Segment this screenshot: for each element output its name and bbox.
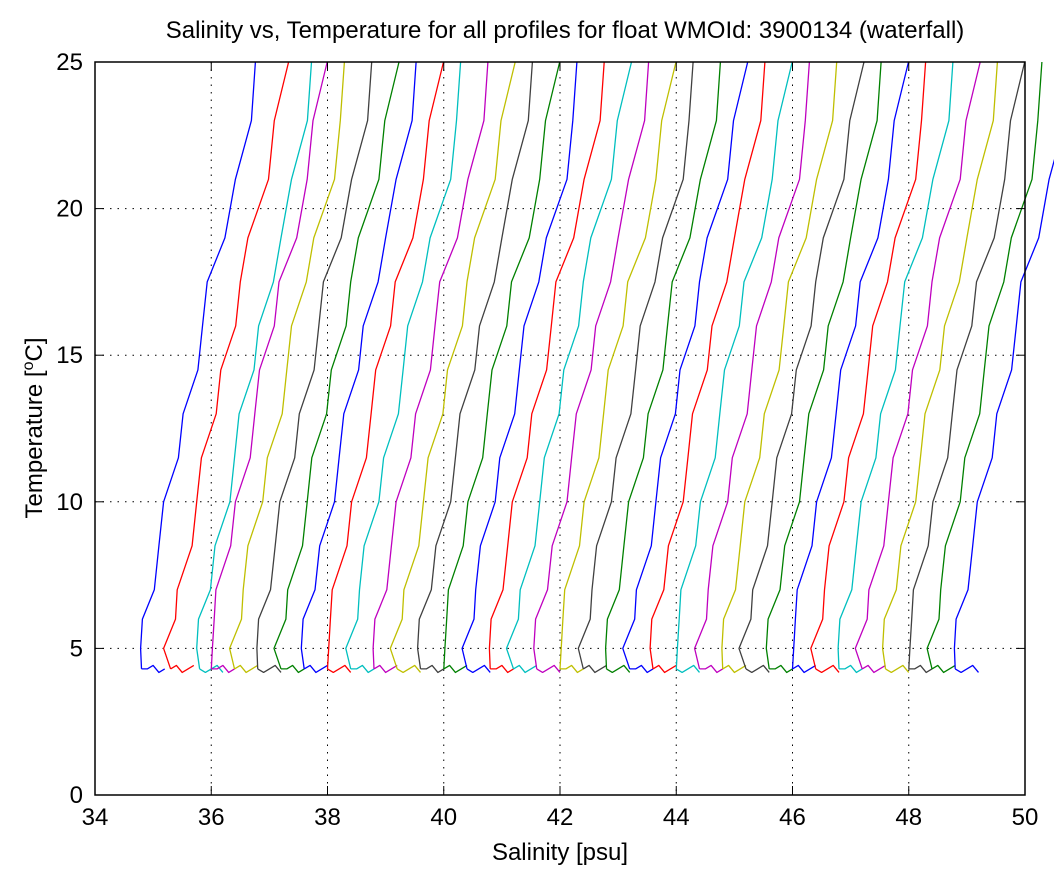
profile-line (854, 61, 981, 670)
y-tick-label: 10 (56, 489, 83, 516)
profile-bottom-tail (170, 664, 195, 674)
profile-bottom-tail (629, 664, 654, 674)
profile-line (345, 61, 462, 670)
profile-bottom-tail (931, 664, 956, 674)
profile-bottom-tail (536, 664, 561, 674)
y-tick-label: 15 (56, 342, 83, 369)
profile-bottom-tail (745, 664, 770, 674)
profile-line (908, 61, 1026, 669)
profile-bottom-tail (211, 664, 235, 674)
profile-bottom-tail (281, 664, 305, 674)
profile-line (881, 61, 999, 669)
profile-lines (139, 61, 1054, 674)
profile-bottom-tail (560, 664, 584, 674)
profile-line (622, 61, 749, 670)
profile-line (505, 61, 633, 670)
x-tick-label: 36 (198, 804, 225, 831)
profile-line (300, 61, 417, 669)
profile-bottom-tail (792, 664, 817, 674)
axis-ticks (94, 61, 1026, 796)
profile-line (461, 61, 578, 670)
y-axis-label-unit: C] (21, 338, 48, 362)
profile-bottom-tail (699, 664, 724, 674)
y-tick-label: 0 (70, 782, 83, 809)
profile-line (533, 61, 650, 669)
x-tick-labels: 34 36 38 40 42 44 46 48 50 (82, 804, 1039, 831)
x-tick-label: 38 (314, 804, 341, 831)
profile-line (693, 61, 811, 670)
x-tick-label: 50 (1012, 804, 1039, 831)
grid-lines (95, 62, 1025, 795)
y-tick-labels: 0 5 10 15 20 25 (56, 49, 83, 809)
profile-line (210, 61, 328, 669)
profile-line (326, 61, 445, 669)
profile-line (791, 61, 910, 669)
y-axis-label: Temperature [oC] (20, 338, 48, 519)
profile-bottom-tail (954, 664, 980, 674)
profile-bottom-tail (722, 664, 747, 674)
y-axis-label-degree: o (20, 361, 37, 370)
profile-bottom-tail (815, 664, 840, 674)
profile-bottom-tail (466, 664, 491, 674)
x-tick-label: 34 (82, 804, 109, 831)
profile-bottom-tail (861, 664, 886, 674)
profile-bottom-tail (885, 664, 910, 674)
profile-bottom-tail (513, 664, 538, 674)
y-tick-label: 20 (56, 196, 83, 223)
profile-bottom-tail (675, 664, 701, 674)
profile-line (256, 61, 373, 669)
profile-bottom-tail (420, 664, 445, 674)
profile-line (577, 61, 694, 670)
profile-bottom-tail (443, 664, 468, 674)
profile-line (837, 61, 954, 669)
chart-title: Salinity vs, Temperature for all profile… (166, 17, 965, 44)
x-axis-label: Salinity [psu] (492, 839, 628, 866)
profile-bottom-tail (652, 664, 677, 674)
profile-bottom-tail (396, 664, 422, 674)
profile-bottom-tail (257, 664, 282, 674)
profile-bottom-tail (908, 664, 933, 674)
profile-line (765, 61, 882, 669)
profile-line (139, 61, 257, 669)
profile-bottom-tail (234, 664, 259, 674)
profile-bottom-tail (327, 664, 352, 674)
profile-line (675, 61, 793, 669)
profile-bottom-tail (303, 664, 328, 674)
profile-line (604, 61, 722, 669)
profile-line (162, 61, 290, 670)
y-tick-label: 5 (70, 635, 83, 662)
y-tick-label: 25 (56, 49, 83, 76)
x-tick-label: 44 (663, 804, 690, 831)
x-tick-label: 48 (895, 804, 922, 831)
profile-line (389, 61, 516, 670)
profile-line (273, 61, 400, 670)
profile-line (196, 61, 313, 669)
profile-line (372, 61, 489, 669)
profile-bottom-tail (490, 664, 514, 674)
profile-line (738, 61, 865, 670)
x-tick-label: 46 (779, 804, 806, 831)
y-axis-label-main: Temperature [ (21, 370, 48, 518)
profile-bottom-tail (582, 664, 607, 674)
profile-line (649, 61, 766, 669)
profile-bottom-tail (373, 664, 398, 674)
profile-bottom-tail (350, 664, 375, 674)
profile-bottom-tail (839, 664, 863, 674)
profile-line (810, 61, 927, 670)
profile-bottom-tail (606, 664, 631, 674)
profile-line (443, 61, 561, 669)
profile-line (488, 61, 605, 669)
profile-bottom-tail (769, 664, 793, 674)
x-tick-label: 40 (430, 804, 457, 831)
profile-line (953, 158, 1054, 669)
profile-line (721, 61, 838, 669)
profile-line (228, 61, 346, 670)
profile-bottom-tail (141, 664, 166, 674)
profile-line (559, 61, 677, 669)
x-tick-label: 42 (547, 804, 574, 831)
profile-line (416, 61, 534, 669)
